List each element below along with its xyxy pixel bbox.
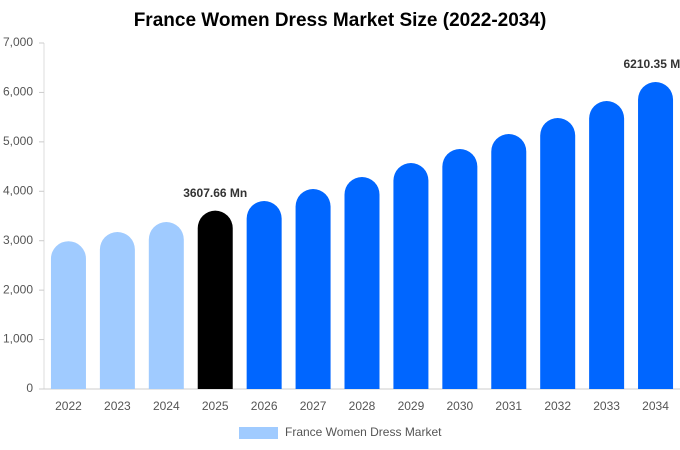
- bar: [638, 82, 674, 389]
- x-tick-label: 2026: [251, 399, 278, 413]
- x-tick-label: 2022: [55, 399, 82, 413]
- x-tick-label: 2033: [593, 399, 620, 413]
- x-tick-label: 2028: [349, 399, 376, 413]
- bar: [246, 201, 282, 389]
- x-tick-label: 2023: [104, 399, 131, 413]
- y-tick-label: 6,000: [3, 85, 33, 99]
- bar: [295, 189, 331, 389]
- bar: [99, 232, 135, 389]
- bar: [344, 177, 380, 389]
- y-tick-label: 2,000: [3, 282, 33, 296]
- bar: [540, 118, 576, 389]
- bar: [491, 133, 527, 389]
- x-tick-label: 2029: [398, 399, 425, 413]
- y-tick-label: 7,000: [3, 35, 33, 49]
- data-label: 3607.66 Mn: [183, 186, 247, 200]
- y-tick-label: 4,000: [3, 183, 33, 197]
- x-tick-label: 2034: [642, 399, 669, 413]
- bar: [393, 163, 429, 389]
- x-tick-label: 2027: [300, 399, 327, 413]
- x-tick-label: 2024: [153, 399, 180, 413]
- x-tick-label: 2025: [202, 399, 229, 413]
- chart-title: France Women Dress Market Size (2022-203…: [134, 10, 547, 31]
- x-tick-label: 2030: [446, 399, 473, 413]
- data-label: 6210.35 Mn: [624, 57, 680, 71]
- bar: [148, 222, 184, 389]
- y-tick-label: 1,000: [3, 332, 33, 346]
- legend-label: France Women Dress Market: [285, 425, 442, 439]
- bar: [50, 241, 86, 389]
- x-tick-label: 2032: [544, 399, 571, 413]
- x-tick-label: 2031: [495, 399, 522, 413]
- bar: [197, 210, 233, 389]
- legend-swatch: [239, 427, 278, 439]
- y-tick-label: 5,000: [3, 134, 33, 148]
- bar: [442, 149, 478, 389]
- y-tick-label: 0: [26, 381, 33, 395]
- y-tick-label: 3,000: [3, 233, 33, 247]
- bar: [589, 101, 625, 389]
